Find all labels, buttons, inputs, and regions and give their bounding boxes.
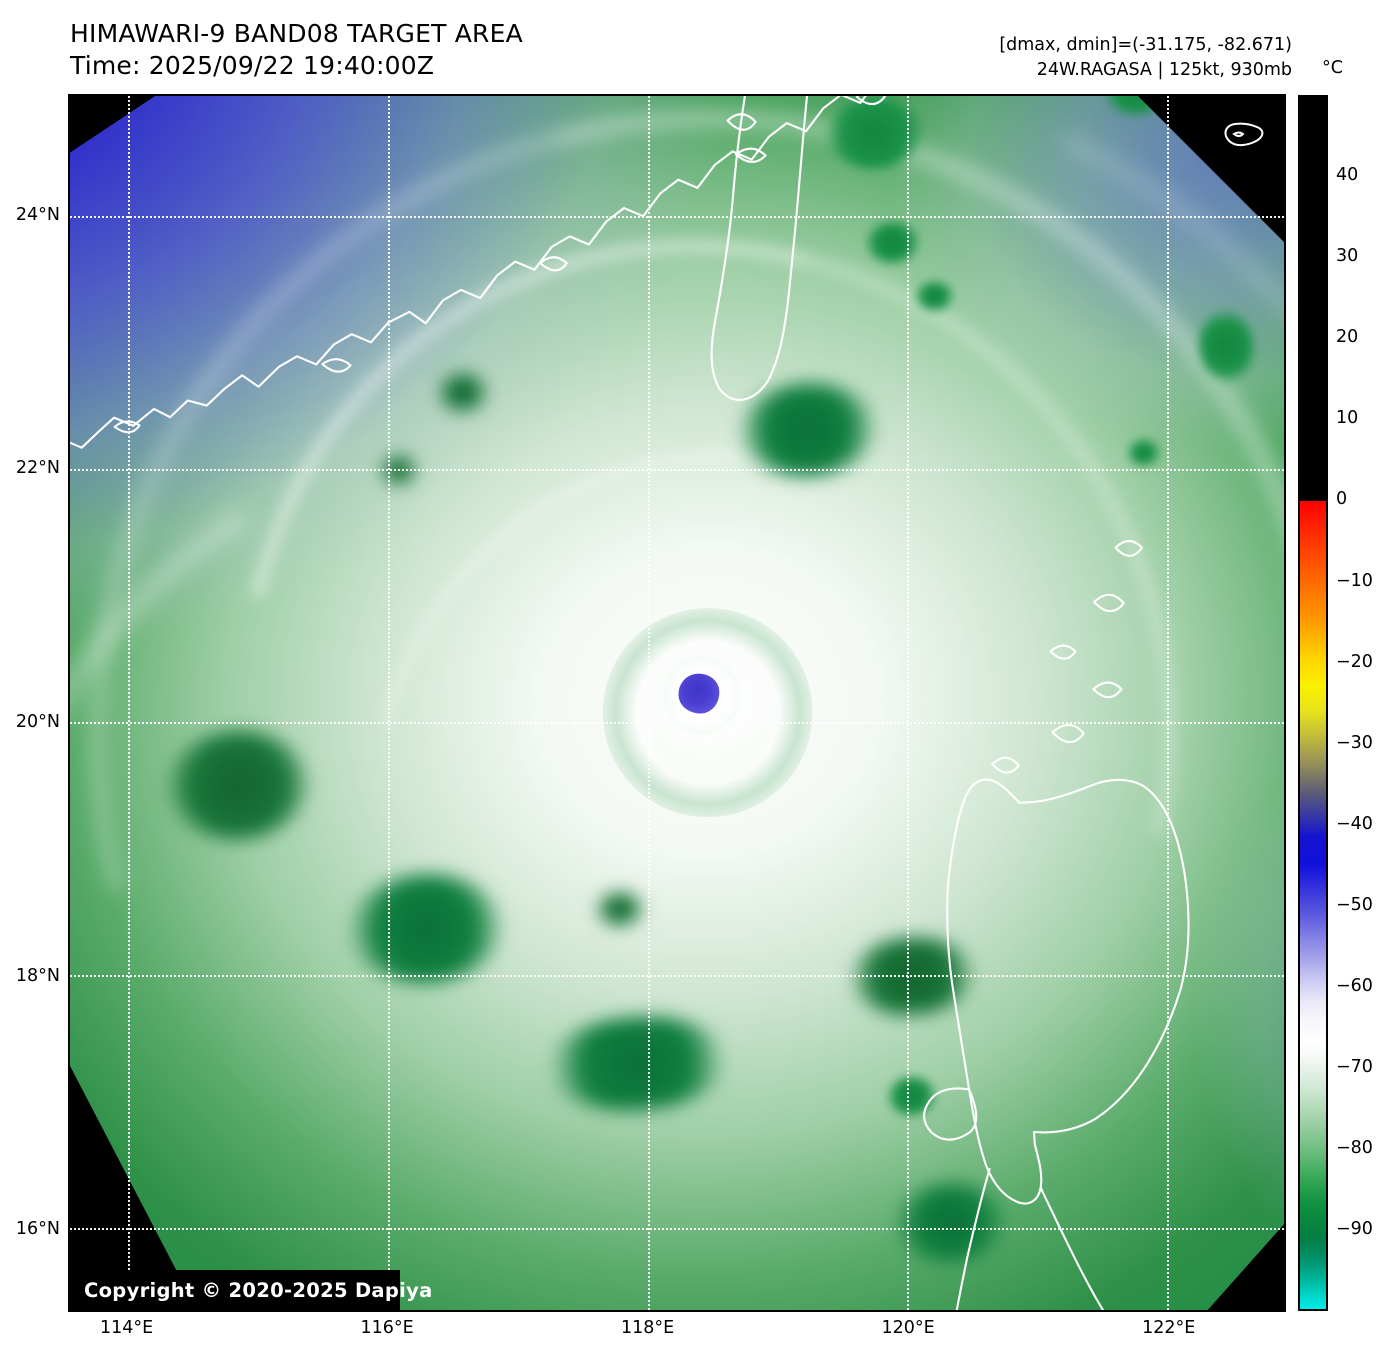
colorbar-tick-label: −40 bbox=[1336, 813, 1373, 834]
gridline-lon-118 bbox=[647, 96, 650, 1310]
gridline-lat-20 bbox=[70, 721, 1284, 724]
colorbar-tick-label: −20 bbox=[1336, 651, 1373, 672]
coastline-overlay bbox=[70, 96, 1284, 1310]
colorbar-tick-label: −60 bbox=[1336, 975, 1373, 996]
coastal-islet bbox=[736, 148, 766, 163]
china-coastline bbox=[70, 96, 1284, 494]
gridline-lat-16 bbox=[70, 1227, 1284, 1230]
copyright-banner: Copyright © 2020-2025 Dapiya bbox=[70, 1270, 432, 1310]
gridline-lon-122 bbox=[1167, 96, 1170, 1310]
babuyan-islet bbox=[1093, 682, 1122, 699]
colorbar-tick-label: −30 bbox=[1336, 732, 1373, 753]
colorbar-tick-label: 20 bbox=[1336, 327, 1359, 348]
gridline-lat-22 bbox=[70, 469, 1284, 472]
batanes-islet bbox=[1094, 594, 1124, 612]
colorbar-gradient bbox=[1300, 97, 1326, 1309]
coastal-islet bbox=[322, 358, 351, 372]
gridline-lon-116 bbox=[388, 96, 391, 1310]
luzon-bay bbox=[922, 1087, 977, 1141]
colorbar-tick-label: −90 bbox=[1336, 1218, 1373, 1239]
coastal-islet bbox=[540, 256, 567, 271]
gridline-lat-24 bbox=[70, 216, 1284, 219]
xtick-label: 122°E bbox=[1142, 1318, 1196, 1338]
colorbar-tick-label: −70 bbox=[1336, 1056, 1373, 1077]
colorbar[interactable] bbox=[1298, 95, 1328, 1311]
plot-clip: Copyright © 2020-2025 Dapiya bbox=[70, 96, 1284, 1310]
taiwan-coastline bbox=[685, 96, 876, 402]
title-block: HIMAWARI-9 BAND08 TARGET AREA Time: 2025… bbox=[70, 18, 523, 82]
colorbar-tick-label: 30 bbox=[1336, 246, 1359, 267]
luzon-south-coastline bbox=[928, 1169, 1008, 1310]
luzon-islet bbox=[992, 757, 1019, 774]
colorbar-tick-label: 40 bbox=[1336, 165, 1359, 186]
penghu-island bbox=[727, 113, 756, 130]
colorbar-tick-label: 10 bbox=[1336, 408, 1359, 429]
gridline-lon-114 bbox=[128, 96, 131, 1310]
babuyan-islet bbox=[1052, 724, 1084, 743]
colorbar-tick-label: −80 bbox=[1336, 1137, 1373, 1158]
colorbar-tick-label: −10 bbox=[1336, 570, 1373, 591]
dmax-dmin-label: [dmax, dmin]=(-31.175, -82.671) bbox=[999, 35, 1292, 55]
satellite-image-panel[interactable]: Copyright © 2020-2025 Dapiya bbox=[68, 94, 1286, 1312]
luzon-east-coastline bbox=[1041, 1177, 1225, 1310]
coastal-islet bbox=[856, 96, 885, 105]
xtick-label: 118°E bbox=[620, 1318, 675, 1338]
coastal-islet bbox=[114, 421, 139, 433]
storm-info-label: 24W.RAGASA | 125kt, 930mb bbox=[1036, 60, 1292, 80]
xtick-label: 120°E bbox=[881, 1318, 935, 1338]
metadata-block: [dmax, dmin]=(-31.175, -82.671) 24W.RAGA… bbox=[999, 33, 1292, 83]
timestamp-label: Time: 2025/09/22 19:40:00Z bbox=[70, 51, 435, 80]
island-outline-icon bbox=[1224, 122, 1264, 147]
xtick-label: 114°E bbox=[99, 1318, 154, 1338]
batanes-islet bbox=[1115, 540, 1142, 556]
luzon-coastline bbox=[938, 767, 1206, 1207]
colorbar-tick-label: −50 bbox=[1336, 894, 1373, 915]
colorbar-unit-label: °C bbox=[1322, 58, 1343, 78]
page-title: HIMAWARI-9 BAND08 TARGET AREA bbox=[70, 19, 523, 48]
gridline-lat-18 bbox=[70, 974, 1284, 977]
satellite-swath bbox=[70, 96, 1284, 1310]
babuyan-islet bbox=[1050, 645, 1076, 660]
gridline-lon-120 bbox=[907, 96, 910, 1310]
xtick-label: 116°E bbox=[360, 1318, 414, 1338]
colorbar-tick-label: 0 bbox=[1336, 489, 1348, 510]
